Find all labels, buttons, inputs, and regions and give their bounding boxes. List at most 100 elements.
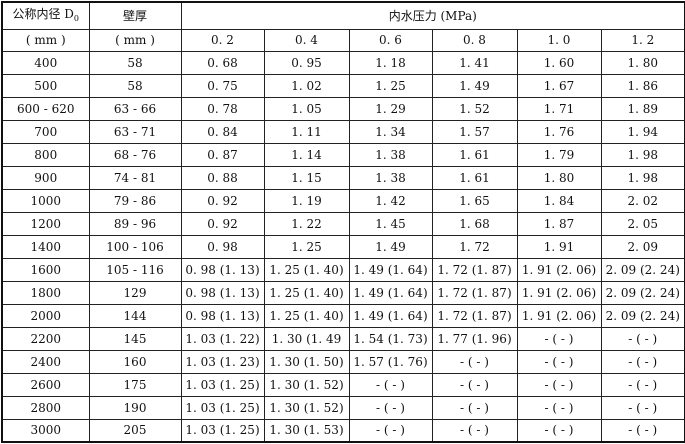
pressure-value-cell: 1. 30 (1. 49 — [263, 326, 350, 351]
pressure-value-cell: - ( - ) — [600, 326, 685, 351]
thickness-cell: 63 - 66 — [88, 96, 182, 121]
table-row: 1000 79 - 86 0. 92 1. 19 1. 42 1. 65 1. 84 2. 0… — [1, 188, 685, 213]
pressure-value-cell: 1. 30 (1. 50) — [263, 349, 350, 374]
diameter-cell: 1600 — [1, 257, 90, 282]
pressure-value-cell: 0. 87 — [180, 142, 265, 167]
pressure-header-cell: 0. 4 — [263, 28, 350, 52]
pressure-value-cell: 1. 80 — [600, 50, 685, 75]
diameter-cell: 1000 — [1, 188, 90, 213]
pressure-value-cell: 1. 30 (1. 52) — [263, 372, 350, 397]
pressure-value-cell: 1. 25 (1. 40) — [263, 280, 350, 305]
pressure-value-cell: 1. 54 (1. 73) — [348, 326, 433, 351]
table-row: 500 58 0. 75 1. 02 1. 25 1. 49 1. 67 1. 86 — [1, 73, 685, 98]
pressure-value-cell: 1. 91 (2. 06) — [516, 280, 602, 305]
thickness-cell: 63 - 71 — [88, 119, 182, 144]
pressure-value-cell: 1. 25 — [263, 234, 350, 259]
pressure-value-cell: - ( - ) — [348, 395, 433, 420]
pressure-value-cell: - ( - ) — [348, 372, 433, 397]
pressure-value-cell: - ( - ) — [431, 418, 518, 443]
pressure-value-cell: 2. 09 (2. 24) — [600, 257, 685, 282]
pressure-value-cell: 1. 05 — [263, 96, 350, 121]
pressure-header-cell: 1. 0 — [516, 28, 602, 52]
pressure-value-cell: - ( - ) — [516, 372, 602, 397]
pressure-value-cell: 1. 61 — [431, 165, 518, 190]
table-row: 1800 129 0. 98 (1. 13) 1. 25 (1. 40) 1. 49 (… — [1, 280, 685, 305]
thickness-cell: 129 — [88, 280, 182, 305]
pressure-value-cell: - ( - ) — [600, 349, 685, 374]
pressure-value-cell: 0. 68 — [180, 50, 265, 75]
header-diameter-subscript: 0 — [73, 14, 80, 24]
pressure-value-cell: 1. 03 (1. 22) — [180, 326, 265, 351]
pressure-value-cell: 0. 98 — [180, 234, 265, 259]
pressure-value-cell: 0. 92 — [180, 211, 265, 236]
pressure-value-cell: 0. 84 — [180, 119, 265, 144]
pressure-value-cell: 1. 91 (2. 06) — [516, 303, 602, 328]
pressure-header-row: ( mm ) ( mm ) 0. 2 0. 4 0. 6 0. 8 1. 0 1. 2 — [1, 28, 685, 52]
pressure-value-cell: 1. 52 — [431, 96, 518, 121]
pressure-value-cell: 1. 67 — [516, 73, 602, 98]
diameter-cell: 1800 — [1, 280, 90, 305]
pressure-value-cell: 0. 78 — [180, 96, 265, 121]
pressure-header-cell: 0. 8 — [431, 28, 518, 52]
diameter-cell: 2400 — [1, 349, 90, 374]
pressure-value-cell: 0. 92 — [180, 188, 265, 213]
thickness-cell: 68 - 76 — [88, 142, 182, 167]
diameter-cell: 2600 — [1, 372, 90, 397]
table-row: 2400 160 1. 03 (1. 23) 1. 30 (1. 50) 1. 57 (… — [1, 349, 685, 374]
table-row: 2800 190 1. 03 (1. 25) 1. 30 (1. 52) - ( - )… — [1, 395, 685, 420]
pressure-value-cell: 1. 49 (1. 64) — [348, 303, 433, 328]
pressure-value-cell: 1. 19 — [263, 188, 350, 213]
pressure-value-cell: - ( - ) — [516, 418, 602, 443]
pressure-value-cell: 1. 86 — [600, 73, 685, 98]
header-diameter: 公称内径 D0 — [1, 1, 90, 30]
table-row: 2200 145 1. 03 (1. 22) 1. 30 (1. 49 1. 54 (1… — [1, 326, 685, 351]
pressure-value-cell: 0. 75 — [180, 73, 265, 98]
pressure-value-cell: - ( - ) — [516, 395, 602, 420]
pressure-value-cell: 1. 25 (1. 40) — [263, 303, 350, 328]
thickness-cell: 89 - 96 — [88, 211, 182, 236]
diameter-cell: 2800 — [1, 395, 90, 420]
pressure-value-cell: 1. 98 — [600, 142, 685, 167]
thickness-cell: 205 — [88, 418, 182, 443]
pressure-value-cell: 0. 98 (1. 13) — [180, 280, 265, 305]
pressure-value-cell: 2. 09 (2. 24) — [600, 280, 685, 305]
pressure-value-cell: - ( - ) — [600, 372, 685, 397]
thickness-cell: 175 — [88, 372, 182, 397]
diameter-cell: 2200 — [1, 326, 90, 351]
pressure-value-cell: - ( - ) — [348, 418, 433, 443]
table-row: 900 74 - 81 0. 88 1. 15 1. 38 1. 61 1. 80 1. 98 — [1, 165, 685, 190]
pressure-value-cell: 1. 49 (1. 64) — [348, 257, 433, 282]
pressure-value-cell: 1. 72 (1. 87) — [431, 303, 518, 328]
pressure-value-cell: 2. 09 — [600, 234, 685, 259]
table-row: 600 - 620 63 - 66 0. 78 1. 05 1. 29 1. 52 1. 7… — [1, 96, 685, 121]
pressure-value-cell: 1. 68 — [431, 211, 518, 236]
thickness-cell: 105 - 116 — [88, 257, 182, 282]
header-thickness: 壁厚 — [88, 1, 182, 30]
pressure-value-cell: 2. 02 — [600, 188, 685, 213]
pressure-value-cell: 1. 42 — [348, 188, 433, 213]
table-row: 400 58 0. 68 0. 95 1. 18 1. 41 1. 60 1. 80 — [1, 50, 685, 75]
pressure-value-cell: 1. 84 — [516, 188, 602, 213]
pressure-value-cell: - ( - ) — [516, 349, 602, 374]
pressure-value-cell: 1. 72 (1. 87) — [431, 280, 518, 305]
pressure-value-cell: 1. 25 — [348, 73, 433, 98]
pressure-value-cell: 1. 72 — [431, 234, 518, 259]
pressure-value-cell: 0. 95 — [263, 50, 350, 75]
pressure-value-cell: 1. 76 — [516, 119, 602, 144]
pressure-value-cell: 1. 94 — [600, 119, 685, 144]
pressure-value-cell: 1. 25 (1. 40) — [263, 257, 350, 282]
table-row: 2000 144 0. 98 (1. 13) 1. 25 (1. 40) 1. 49 (… — [1, 303, 685, 328]
table-body: 400 58 0. 68 0. 95 1. 18 1. 41 1. 60 1. 80 500 58… — [1, 50, 685, 443]
diameter-cell: 500 — [1, 73, 90, 98]
pressure-value-cell: 1. 80 — [516, 165, 602, 190]
pressure-value-cell: 0. 88 — [180, 165, 265, 190]
pressure-value-cell: 1. 38 — [348, 165, 433, 190]
diameter-cell: 1400 — [1, 234, 90, 259]
pressure-value-cell: 1. 30 (1. 53) — [263, 418, 350, 443]
pressure-value-cell: 1. 72 (1. 87) — [431, 257, 518, 282]
thickness-cell: 144 — [88, 303, 182, 328]
thickness-cell: 190 — [88, 395, 182, 420]
pressure-value-cell: 1. 22 — [263, 211, 350, 236]
pressure-header-cell: 0. 2 — [180, 28, 265, 52]
